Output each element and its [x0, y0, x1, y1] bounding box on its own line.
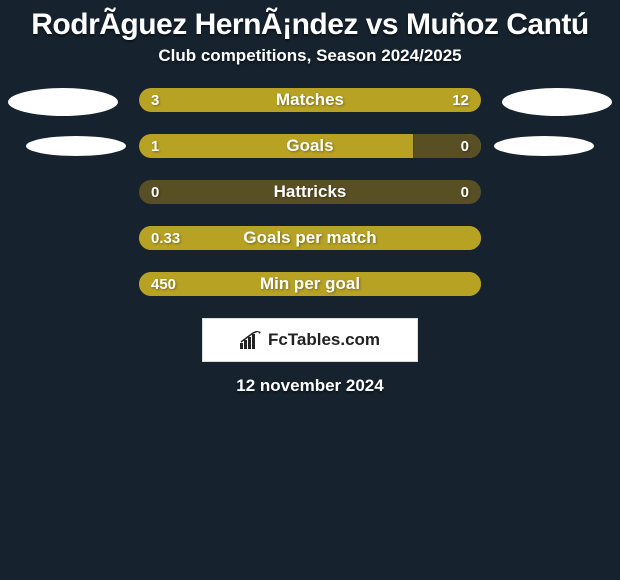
date-label: 12 november 2024	[236, 376, 383, 396]
stat-bar: 0 0 Hattricks	[139, 180, 481, 204]
stat-row: 3 12 Matches	[10, 88, 610, 112]
fctables-logo-icon	[240, 331, 262, 349]
player-left-subavatar	[26, 136, 126, 156]
stat-label: Goals	[286, 136, 333, 156]
brand-badge[interactable]: FcTables.com	[202, 318, 418, 362]
stat-label: Min per goal	[260, 274, 360, 294]
stat-bar-fill-right	[413, 134, 481, 158]
stat-bar: 1 0 Goals	[139, 134, 481, 158]
player-right-subavatar	[494, 136, 594, 156]
stat-value-right: 12	[452, 92, 469, 109]
stat-label: Hattricks	[274, 182, 347, 202]
stat-row: 450 Min per goal	[10, 272, 610, 296]
stat-bar-fill-left	[139, 88, 207, 112]
stat-row: 0.33 Goals per match	[10, 226, 610, 250]
stat-value-left: 450	[151, 276, 176, 293]
brand-text: FcTables.com	[268, 330, 380, 350]
stat-bar-fill-right	[207, 88, 481, 112]
subtitle: Club competitions, Season 2024/2025	[158, 46, 461, 66]
page-title: RodrÃ­guez HernÃ¡ndez vs Muñoz Cantú	[31, 8, 589, 42]
stat-label: Matches	[276, 90, 344, 110]
stat-bar: 3 12 Matches	[139, 88, 481, 112]
stat-bar: 450 Min per goal	[139, 272, 481, 296]
player-left-avatar	[8, 88, 118, 116]
stat-value-right: 0	[461, 184, 469, 201]
stat-value-left: 0.33	[151, 230, 180, 247]
stat-value-left: 1	[151, 138, 159, 155]
stat-bar: 0.33 Goals per match	[139, 226, 481, 250]
stat-row: 0 0 Hattricks	[10, 180, 610, 204]
stats-infographic: RodrÃ­guez HernÃ¡ndez vs Muñoz Cantú Clu…	[0, 0, 620, 396]
stat-row: 1 0 Goals	[10, 134, 610, 158]
stat-value-left: 0	[151, 184, 159, 201]
stats-list: 3 12 Matches 1 0 Goals 0 0 Hattricks 0.33 Goals pe…	[10, 88, 610, 296]
player-right-avatar	[502, 88, 612, 116]
stat-value-right: 0	[461, 138, 469, 155]
stat-value-left: 3	[151, 92, 159, 109]
stat-label: Goals per match	[243, 228, 376, 248]
